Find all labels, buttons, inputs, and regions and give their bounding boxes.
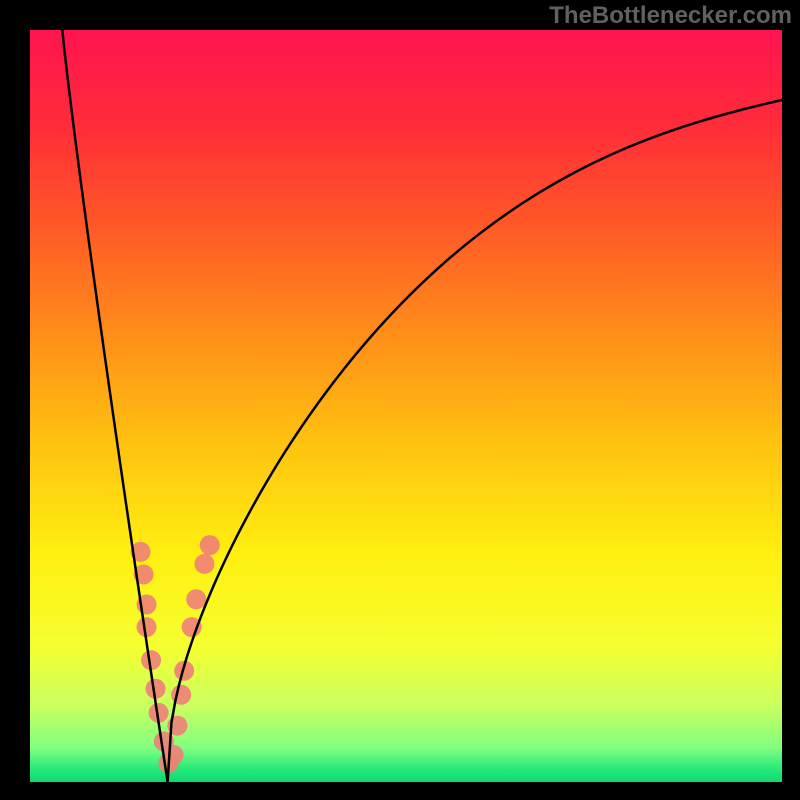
- watermark-text: TheBottlenecker.com: [549, 2, 792, 30]
- chart-frame: TheBottlenecker.com: [0, 0, 800, 800]
- data-marker: [194, 554, 214, 574]
- curve-right-branch: [168, 100, 782, 782]
- data-marker: [164, 745, 184, 765]
- plot-area: [30, 30, 782, 782]
- data-markers: [131, 535, 220, 773]
- data-marker: [200, 535, 220, 555]
- data-marker: [186, 589, 206, 609]
- curve-left-branch: [62, 30, 167, 782]
- bottleneck-curve-svg: [30, 30, 782, 782]
